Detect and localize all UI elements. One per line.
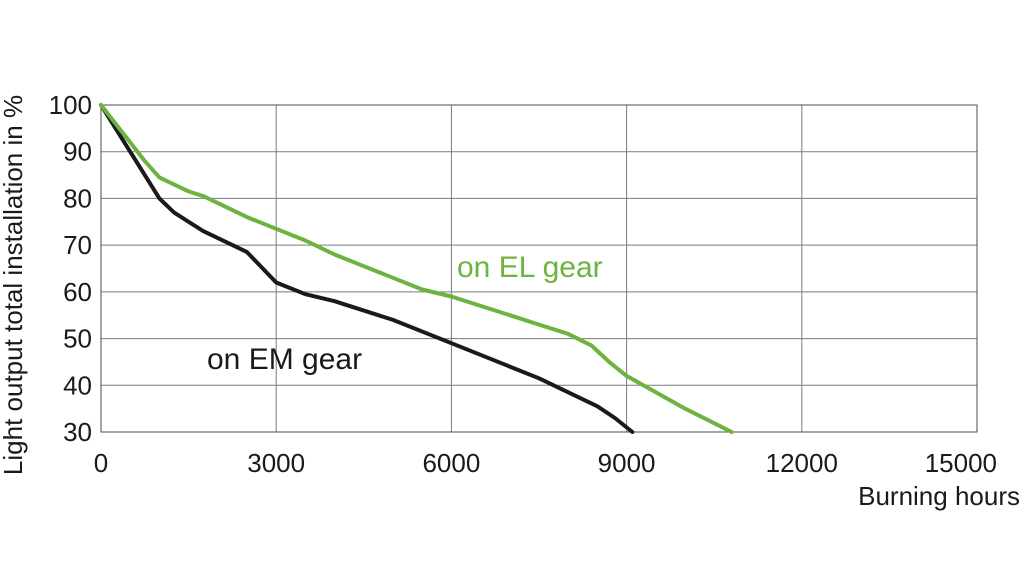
y-tick-label-30: 30 <box>63 417 92 447</box>
y-tick-label-40: 40 <box>63 370 92 400</box>
y-tick-label-80: 80 <box>63 183 92 213</box>
y-tick-label-50: 50 <box>63 324 92 354</box>
plot-frame <box>100 104 978 433</box>
x-tick-label-6000: 6000 <box>422 448 480 478</box>
series-lines <box>99 103 734 434</box>
series-label-em-gear: on EM gear <box>207 343 362 376</box>
y-tick-label-100: 100 <box>49 90 92 120</box>
y-tick-label-90: 90 <box>63 137 92 167</box>
series-line-on-el-gear <box>99 103 734 434</box>
y-tick-label-70: 70 <box>63 230 92 260</box>
x-tick-label-12000: 12000 <box>766 448 838 478</box>
x-tick-label-3000: 3000 <box>247 448 305 478</box>
series-label-el-gear: on EL gear <box>457 251 603 284</box>
tick-labels: 30 40 50 60 70 80 90 100 0 3000 6000 9000 12000 15000 <box>49 90 997 478</box>
y-tick-label-60: 60 <box>63 277 92 307</box>
x-tick-label-15000: 15000 <box>925 448 997 478</box>
x-tick-label-0: 0 <box>94 448 108 478</box>
series-line-on-em-gear <box>99 103 635 434</box>
x-axis-label: Burning hours <box>858 481 1020 511</box>
y-axis-label: Light output total installation in % <box>0 95 28 475</box>
x-tick-label-9000: 9000 <box>598 448 656 478</box>
